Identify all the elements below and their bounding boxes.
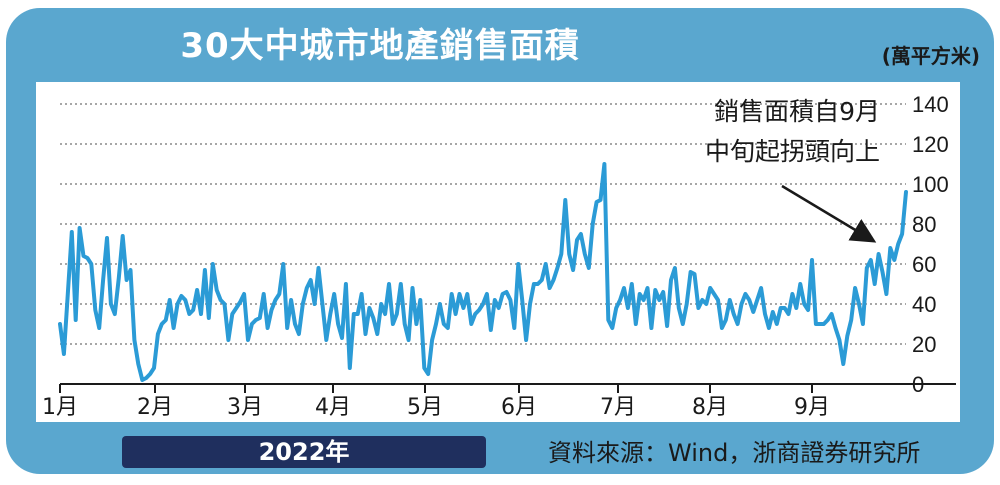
- source-label: 資料來源：Wind，浙商證券研究所: [548, 439, 921, 467]
- annotation-text: 銷售面積自9月 中旬起拐頭向上: [640, 92, 880, 182]
- y-tick-label: 100: [912, 172, 949, 197]
- year-label: 2022年: [122, 436, 486, 468]
- annotation-arrow: [781, 184, 877, 243]
- x-tick-label: 7月: [600, 395, 636, 420]
- y-tick-label: 40: [912, 292, 936, 317]
- x-tick-label: 6月: [501, 395, 537, 420]
- annotation-line-2: 中旬起拐頭向上: [704, 137, 880, 166]
- x-tick-label: 8月: [692, 395, 728, 420]
- x-tick-label: 1月: [42, 395, 78, 420]
- unit-label: (萬平方米): [881, 44, 980, 68]
- x-tick-label: 4月: [315, 395, 351, 420]
- y-tick-label: 140: [912, 92, 949, 117]
- series-line: [58, 162, 908, 382]
- y-tick-label: 120: [912, 132, 949, 157]
- x-tick-label: 2月: [137, 395, 173, 420]
- x-tick-label: 9月: [794, 395, 830, 420]
- y-tick-label: 20: [912, 332, 936, 357]
- annotation-line-1: 銷售面積自9月: [714, 97, 880, 126]
- y-tick-label: 60: [912, 252, 936, 277]
- chart-title: 30大中城市地產銷售面積: [180, 26, 580, 66]
- x-tick-label: 3月: [227, 395, 263, 420]
- x-tick-label: 5月: [407, 395, 443, 420]
- plot-area: [36, 82, 960, 422]
- y-tick-label: 80: [912, 212, 936, 237]
